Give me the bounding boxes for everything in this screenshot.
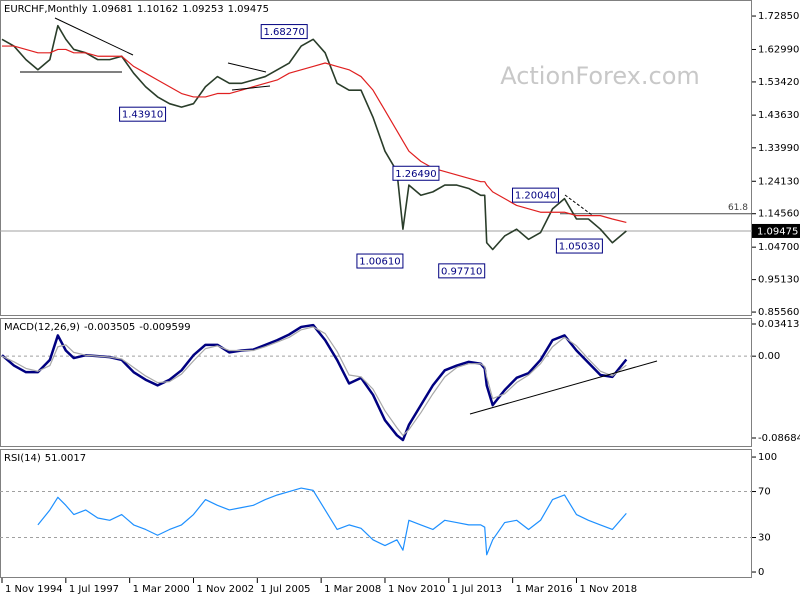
panel-header: MACD(12,26,9) -0.003505 -0.009599: [4, 322, 191, 333]
y-tick-label: 0.034137: [758, 319, 800, 330]
series-line: [1, 45, 627, 223]
annotation-box: [512, 187, 560, 203]
y-tick-label: 100: [758, 452, 777, 463]
annotation-box: [392, 165, 440, 181]
y-tick-label: 1.24130: [758, 176, 799, 187]
x-tick-label: 1 Mar 2016: [516, 584, 573, 595]
panel: [0, 318, 752, 447]
x-tick-label: 1 Nov 2002: [196, 584, 254, 595]
y-tick-label: 1.72850: [758, 11, 799, 22]
header-value: 1.10162: [137, 4, 178, 15]
y-tick-label: 0: [758, 567, 764, 578]
header-value: 51.0017: [45, 453, 86, 464]
header-value: 1.09475: [228, 4, 269, 15]
annotation-label: 0.97710: [441, 266, 482, 277]
annotation-box: [260, 24, 308, 40]
level-label: 61.8: [728, 203, 748, 213]
x-tick-label: 1 Nov 2010: [388, 584, 446, 595]
panel-group: ActionForex.com 1.72850 1.62990 1.53420 1.43…: [0, 0, 800, 318]
x-tick-label: 1 Jul 2013: [452, 584, 502, 595]
annotation-label: 1.43910: [122, 110, 163, 121]
annotation-label: 1.05030: [559, 242, 600, 253]
annotation-box: [119, 106, 167, 122]
series-line: [37, 487, 627, 556]
x-tick-label: 1 Mar 2000: [133, 584, 190, 595]
y-tick-label: 1.53420: [758, 77, 799, 88]
header-value: 1.09681: [92, 4, 133, 15]
series-line: [1, 326, 627, 436]
y-tick-label: 1.14560: [758, 209, 799, 220]
y-tick-label: -0.086849: [758, 433, 800, 444]
header-value: -0.009599: [139, 322, 190, 333]
y-tick-label: 0.00: [758, 351, 780, 362]
panel-header: RSI(14) 51.0017: [4, 453, 86, 464]
header-value: 1.09253: [182, 4, 223, 15]
x-tick-label: 1 Nov 2018: [579, 584, 637, 595]
annotation-box: [438, 263, 486, 279]
annotation-label: 1.68270: [264, 27, 305, 38]
panel-header: EURCHF,Monthly 1.09681 1.10162 1.09253 1.094…: [4, 4, 269, 15]
trendline: [54, 17, 134, 56]
trendline: [564, 194, 593, 216]
x-tick-label: 1 Jul 2005: [260, 584, 310, 595]
annotation-label: 1.00610: [359, 257, 400, 268]
y-tick-label: 1.04700: [758, 242, 799, 253]
trendline: [231, 85, 271, 91]
header-title: MACD(12,26,9): [4, 322, 80, 333]
annotation-box: [356, 253, 404, 269]
last-price-label: 1.09475: [757, 226, 798, 237]
y-tick-label: 30: [758, 533, 771, 544]
header-title: RSI(14): [4, 453, 41, 464]
panel-group: 0.034137 0.00 -0.086849 MACD(12,26,9) -0.003…: [0, 318, 800, 447]
trendline: [469, 360, 658, 415]
panel-group: 0 30 70 100 RSI(14) 51.0017 1 Nov 1994 1 Jul 19…: [0, 449, 777, 595]
y-tick-label: 1.43630: [758, 110, 799, 121]
trendlines: [20, 17, 658, 415]
x-tick-label: 1 Jul 1997: [69, 584, 119, 595]
header-value: -0.003505: [84, 322, 135, 333]
x-tick-label: 1 Nov 1994: [5, 584, 63, 595]
watermark: ActionForex.com: [500, 62, 700, 90]
y-tick-label: 0.85560: [758, 307, 799, 318]
header-title: EURCHF,Monthly: [4, 4, 88, 15]
series-line: [1, 24, 627, 251]
y-tick-label: 0.95130: [758, 275, 799, 286]
last-price-box: [752, 223, 800, 238]
panel: [0, 449, 752, 578]
y-tick-label: 70: [758, 487, 771, 498]
y-tick-label: 1.33990: [758, 143, 799, 154]
annotation-label: 1.26490: [395, 169, 436, 180]
x-tick-label: 1 Mar 2008: [324, 584, 381, 595]
annotation-label: 1.20040: [515, 191, 556, 202]
annotation-box: [555, 238, 603, 254]
y-tick-label: 1.62990: [758, 44, 799, 55]
trendline: [227, 62, 267, 73]
